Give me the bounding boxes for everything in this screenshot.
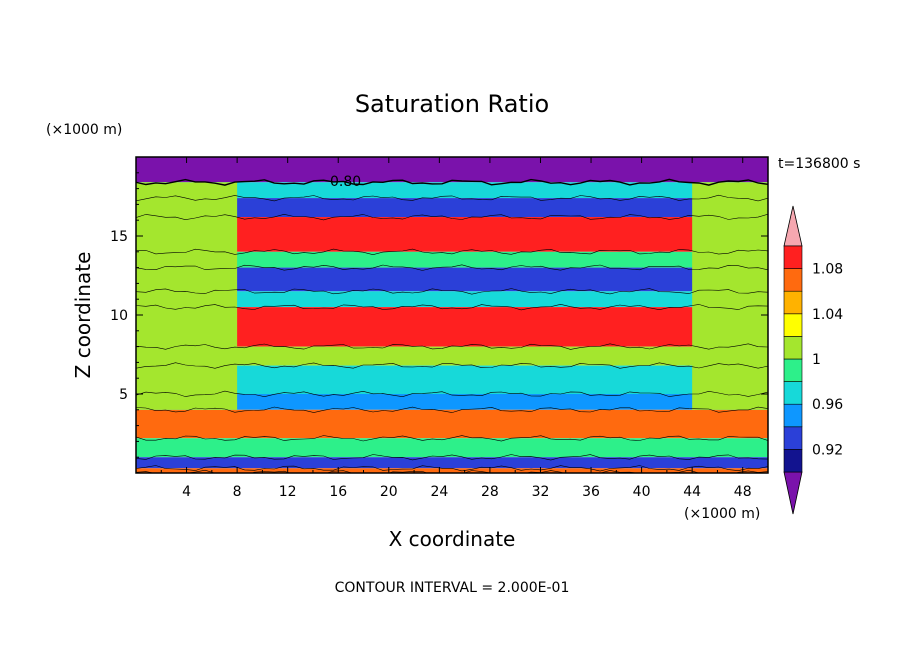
colorbar-swatch xyxy=(783,381,803,405)
heatmap-band xyxy=(136,438,768,458)
y-tick-label: 15 xyxy=(110,229,128,245)
contour-line xyxy=(136,362,768,369)
heatmap-band xyxy=(136,251,768,268)
x-tick-label: 44 xyxy=(683,484,701,500)
x-tick-label: 32 xyxy=(532,484,550,500)
x-tick-label: 24 xyxy=(430,484,448,500)
x-tick-label: 20 xyxy=(380,484,398,500)
x-axis-label: X coordinate xyxy=(389,527,516,551)
colorbar-swatch xyxy=(783,358,803,382)
contour-line xyxy=(136,264,768,271)
colorbar-swatch xyxy=(783,290,803,315)
heatmap-band xyxy=(136,291,768,308)
colorbar-label: 0.96 xyxy=(812,397,843,413)
heatmap-band xyxy=(136,346,768,366)
contour-line xyxy=(136,213,768,221)
y-axis-label: Z coordinate xyxy=(71,252,95,379)
contour-value-label: 0.80 xyxy=(330,174,361,190)
contour-line xyxy=(136,435,768,442)
contour-line xyxy=(136,454,768,461)
colorbar-label: 0.92 xyxy=(812,442,843,458)
contour-lines xyxy=(136,178,768,473)
contour-line xyxy=(136,288,768,295)
heatmap-region-right xyxy=(692,182,768,410)
colorbar: 0.92 0.96 1 1.04 1.08 xyxy=(783,205,843,515)
contour-interval-footer: CONTOUR INTERVAL = 2.000E-01 xyxy=(335,580,570,596)
colorbar-label: 1.04 xyxy=(812,307,843,323)
x-tick-label: 48 xyxy=(734,484,752,500)
x-tick-label: 8 xyxy=(233,484,242,500)
x-tick-label: 4 xyxy=(182,484,191,500)
contour-line xyxy=(136,343,768,350)
heatmap-region-left xyxy=(136,182,238,410)
colorbar-label: 1.08 xyxy=(812,262,843,278)
x-tick-label: 28 xyxy=(481,484,499,500)
time-label: t=136800 s xyxy=(778,156,860,172)
heatmap-band xyxy=(136,365,768,394)
y-axis-ticks: 5 10 15 xyxy=(110,172,768,458)
heatmap-band xyxy=(136,468,768,473)
colorbar-swatch xyxy=(783,336,803,360)
heatmap-band xyxy=(136,307,768,347)
colorbar-swatch xyxy=(783,403,803,428)
heatmap-band xyxy=(136,217,768,252)
colorbar-label: 1 xyxy=(812,352,821,368)
colorbar-lower-triangle xyxy=(783,471,803,515)
heatmap-band xyxy=(136,182,768,199)
heatmap-band xyxy=(136,198,768,218)
heatmap-band xyxy=(136,409,768,439)
x-tick-label: 40 xyxy=(633,484,651,500)
contour-line xyxy=(136,248,768,256)
colorbar-swatch xyxy=(783,313,803,337)
heatmap-band xyxy=(136,267,768,292)
y-tick-label: 5 xyxy=(119,387,128,403)
colorbar-swatch xyxy=(783,449,803,473)
heatmap-band xyxy=(136,394,768,410)
colorbar-upper-triangle xyxy=(783,205,803,247)
contour-line xyxy=(136,303,768,311)
contour-line xyxy=(136,194,768,202)
y-tick-label: 10 xyxy=(110,308,128,324)
heatmap-band xyxy=(136,457,768,469)
heatmap-band xyxy=(136,157,768,183)
contour-line xyxy=(136,465,768,472)
x-tick-label: 12 xyxy=(279,484,297,500)
colorbar-swatch xyxy=(783,268,803,292)
contour-line xyxy=(136,390,768,398)
colorbar-swatch xyxy=(783,426,803,450)
heatmap-field xyxy=(136,157,768,473)
contour-line xyxy=(136,178,768,186)
y-unit-label: (×1000 m) xyxy=(46,122,122,138)
x-tick-label: 16 xyxy=(329,484,347,500)
chart-title: Saturation Ratio xyxy=(355,90,549,118)
x-axis-ticks: 4 8 12 16 20 24 28 32 36 40 44 48 xyxy=(160,157,752,500)
x-tick-label: 36 xyxy=(582,484,600,500)
contour-line xyxy=(136,406,768,413)
colorbar-swatch xyxy=(783,245,803,269)
x-unit-label: (×1000 m) xyxy=(684,506,760,522)
